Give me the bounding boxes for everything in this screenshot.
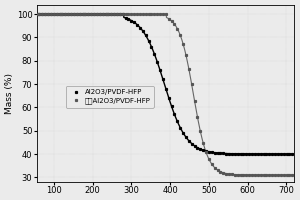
Line: 改性Al2O3/PVDF-HFP: 改性Al2O3/PVDF-HFP — [36, 13, 293, 176]
Al2O3/PVDF-HFP — [35, 13, 38, 15]
Al2O3/PVDF-HFP — [112, 13, 116, 15]
改性Al2O3/PVDF-HFP — [213, 166, 217, 169]
Al2O3/PVDF-HFP — [69, 13, 73, 15]
改性Al2O3/PVDF-HFP — [35, 13, 38, 15]
改性Al2O3/PVDF-HFP — [253, 174, 257, 176]
Al2O3/PVDF-HFP — [248, 153, 251, 155]
改性Al2O3/PVDF-HFP — [279, 174, 283, 176]
Y-axis label: Mass (%): Mass (%) — [5, 73, 14, 114]
改性Al2O3/PVDF-HFP — [290, 174, 294, 176]
Al2O3/PVDF-HFP — [290, 153, 294, 155]
改性Al2O3/PVDF-HFP — [248, 174, 251, 176]
改性Al2O3/PVDF-HFP — [112, 13, 116, 15]
Al2O3/PVDF-HFP — [213, 151, 217, 154]
Line: Al2O3/PVDF-HFP: Al2O3/PVDF-HFP — [36, 13, 293, 155]
Legend: Al2O3/PVDF-HFP, 改性Al2O3/PVDF-HFP: Al2O3/PVDF-HFP, 改性Al2O3/PVDF-HFP — [66, 86, 154, 108]
Al2O3/PVDF-HFP — [253, 153, 257, 155]
Al2O3/PVDF-HFP — [279, 153, 283, 155]
改性Al2O3/PVDF-HFP — [69, 13, 73, 15]
